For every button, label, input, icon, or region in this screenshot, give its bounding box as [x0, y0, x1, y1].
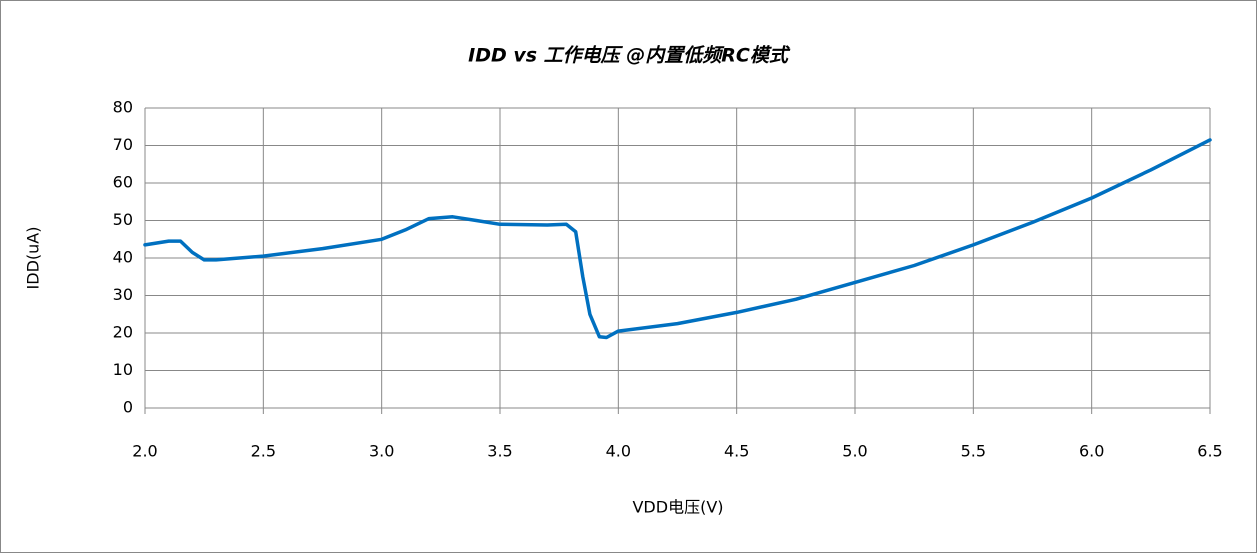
x-tick-label: 6.0: [1079, 442, 1104, 461]
x-tick-label: 3.0: [369, 442, 394, 461]
x-axis-label: VDD电压(V): [632, 498, 723, 517]
x-tick-label: 2.0: [132, 442, 157, 461]
x-tick-label: 2.5: [251, 442, 276, 461]
y-tick-label: 10: [113, 360, 133, 379]
x-tick-label: 5.0: [842, 442, 867, 461]
y-tick-label: 30: [113, 285, 133, 304]
y-axis-label: IDD(uA): [24, 227, 43, 290]
x-tick-label: 6.5: [1197, 442, 1222, 461]
x-tick-label: 5.5: [961, 442, 986, 461]
x-tick-label: 4.5: [724, 442, 749, 461]
y-tick-label: 0: [123, 398, 133, 417]
data-line: [143, 138, 1212, 340]
y-tick-label: 20: [113, 323, 133, 342]
x-tick-label: 4.0: [606, 442, 631, 461]
y-tick-label: 80: [113, 98, 133, 117]
y-tick-label: 50: [113, 210, 133, 229]
y-tick-label: 70: [113, 135, 133, 154]
chart-title: IDD vs 工作电压 @内置低频RC模式: [468, 45, 791, 67]
x-tick-label: 3.5: [487, 442, 512, 461]
y-tick-label: 60: [113, 173, 133, 192]
y-tick-label: 40: [113, 248, 133, 267]
